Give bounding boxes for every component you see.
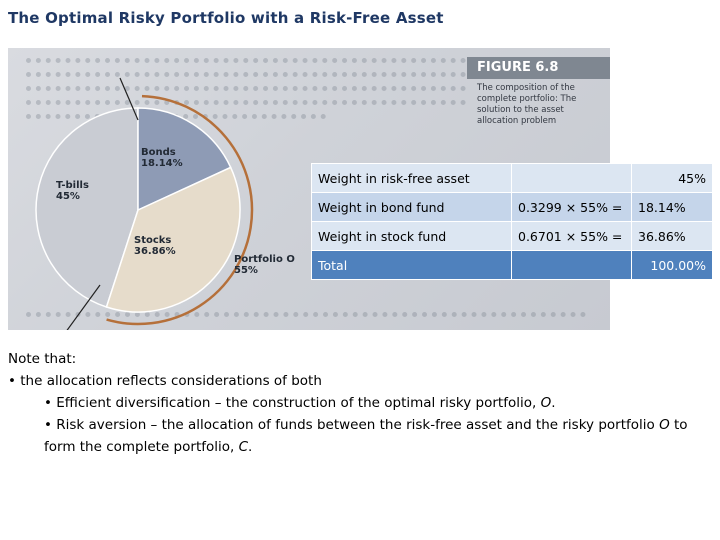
total-label: Total — [311, 250, 512, 280]
notes-text: . — [551, 395, 556, 411]
row-formula: 0.3299 × 55% = — [511, 192, 632, 222]
pointer-line — [66, 284, 101, 330]
portfolio-o-label: Portfolio O 55% — [234, 254, 295, 276]
notes-intro: Note that: — [8, 351, 77, 367]
stocks-label: Stocks 36.86% — [134, 235, 176, 257]
figure-number: FIGURE 6.8 — [467, 57, 610, 79]
portfolio-weights-table: Weight in risk-free asset 45% Weight in … — [311, 163, 713, 280]
table-row: Weight in bond fund 0.3299 × 55% = 18.14… — [311, 192, 713, 222]
row-label: Weight in risk-free asset — [311, 163, 512, 193]
table-row: Weight in stock fund 0.6701 × 55% = 36.8… — [311, 221, 713, 251]
pie-slice-tbills — [35, 107, 139, 308]
figure-caption-box: FIGURE 6.8 The composition of the comple… — [467, 51, 610, 201]
background-text-line — [26, 312, 586, 318]
pie-slice-stocks — [105, 166, 241, 313]
symbol-c: C — [238, 439, 249, 455]
notes-block: Note that: • the allocation reflects con… — [8, 348, 698, 458]
background-text-line — [26, 72, 466, 78]
background-text-line — [26, 100, 466, 106]
total-value: 100.00% — [631, 250, 713, 280]
background-text-line — [26, 86, 466, 92]
notes-bullet: • the allocation reflects considerations… — [8, 373, 322, 389]
symbol-o: O — [540, 395, 552, 411]
notes-text: • Efficient diversification – the constr… — [44, 395, 537, 411]
row-value: 45% — [631, 163, 713, 193]
table-row: Weight in risk-free asset 45% — [311, 163, 713, 193]
notes-text: . — [248, 439, 253, 455]
pie-slice-bonds — [137, 107, 232, 212]
total-formula — [511, 250, 632, 280]
row-formula — [511, 163, 632, 193]
notes-text: • Risk aversion – the allocation of fund… — [44, 417, 655, 433]
figure-caption: The composition of the complete portfoli… — [477, 83, 577, 126]
row-label: Weight in stock fund — [311, 221, 512, 251]
slide-title: The Optimal Risky Portfolio with a Risk-… — [8, 9, 444, 27]
portfolio-arc-arrow — [106, 94, 254, 326]
notes-sub-bullet-diversification: • Efficient diversification – the constr… — [8, 392, 698, 414]
table-total-row: Total 100.00% — [311, 250, 713, 280]
notes-text: to form the complete portfolio, — [44, 417, 688, 455]
tbills-label: T-bills 45% — [56, 180, 89, 202]
row-value: 36.86% — [631, 221, 713, 251]
pie-chart — [35, 77, 254, 330]
background-text-line — [26, 58, 466, 64]
notes-sub-bullet-risk-aversion: • Risk aversion – the allocation of fund… — [8, 414, 698, 458]
row-formula: 0.6701 × 55% = — [511, 221, 632, 251]
bonds-label: Bonds 18.14% — [141, 147, 183, 169]
row-value: 18.14% — [631, 192, 713, 222]
row-label: Weight in bond fund — [311, 192, 512, 222]
symbol-o: O — [659, 417, 670, 433]
pointer-line — [119, 77, 139, 121]
